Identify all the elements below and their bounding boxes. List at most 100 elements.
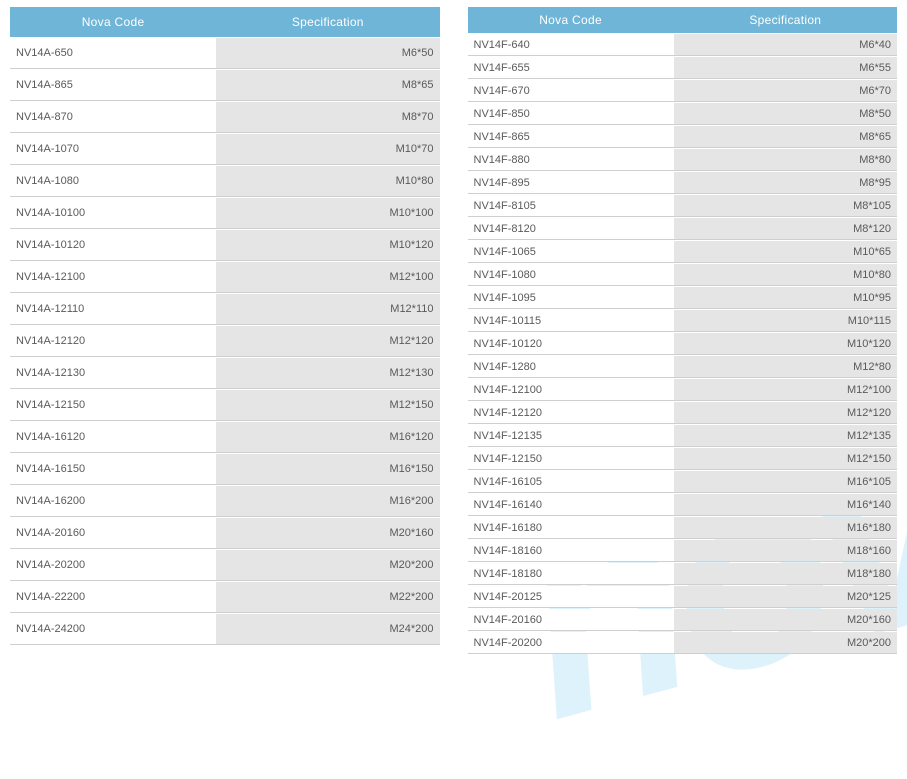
nova-code-cell: NV14F-12100	[468, 379, 674, 401]
specification-cell: M10*65	[674, 241, 897, 263]
nova-code-cell: NV14A-870	[10, 102, 216, 133]
nova-code-cell: NV14F-10115	[468, 310, 674, 332]
table-row: NV14A-12100M12*100	[10, 262, 440, 293]
specification-cell: M8*105	[674, 195, 897, 217]
nova-code-cell: NV14F-16140	[468, 494, 674, 516]
table-row: NV14F-12135M12*135	[468, 425, 898, 447]
nova-code-cell: NV14A-12150	[10, 390, 216, 421]
specification-cell: M12*100	[674, 379, 897, 401]
table-row: NV14F-12120M12*120	[468, 402, 898, 424]
specification-cell: M8*50	[674, 103, 897, 125]
table-row: NV14A-870M8*70	[10, 102, 440, 133]
table-row: NV14F-20125M20*125	[468, 586, 898, 608]
specification-cell: M16*150	[216, 454, 439, 485]
specification-cell: M10*120	[216, 230, 439, 261]
nova-code-cell: NV14A-20200	[10, 550, 216, 581]
specification-cell: M12*110	[216, 294, 439, 325]
specification-cell: M20*160	[674, 609, 897, 631]
table-row: NV14A-16200M16*200	[10, 486, 440, 517]
specification-cell: M8*80	[674, 149, 897, 171]
right-col-spec-header: Specification	[674, 7, 897, 33]
table-row: NV14F-1080M10*80	[468, 264, 898, 286]
nova-code-cell: NV14A-650	[10, 38, 216, 69]
table-row: NV14F-8120M8*120	[468, 218, 898, 240]
nova-code-cell: NV14F-8105	[468, 195, 674, 217]
table-row: NV14A-1070M10*70	[10, 134, 440, 165]
table-row: NV14F-18180M18*180	[468, 563, 898, 585]
nova-code-cell: NV14F-895	[468, 172, 674, 194]
specification-cell: M8*120	[674, 218, 897, 240]
specification-cell: M24*200	[216, 614, 439, 645]
nova-code-cell: NV14F-18160	[468, 540, 674, 562]
table-row: NV14F-1095M10*95	[468, 287, 898, 309]
specification-cell: M20*125	[674, 586, 897, 608]
table-row: NV14F-18160M18*160	[468, 540, 898, 562]
left-table-wrap: Nova Code Specification NV14A-650M6*50NV…	[10, 6, 440, 655]
table-row: NV14A-16120M16*120	[10, 422, 440, 453]
table-row: NV14A-1080M10*80	[10, 166, 440, 197]
specification-cell: M16*140	[674, 494, 897, 516]
nova-code-cell: NV14A-24200	[10, 614, 216, 645]
nova-code-cell: NV14F-1280	[468, 356, 674, 378]
table-row: NV14F-640M6*40	[468, 34, 898, 56]
left-spec-table: Nova Code Specification NV14A-650M6*50NV…	[10, 6, 440, 646]
nova-code-cell: NV14A-10120	[10, 230, 216, 261]
right-col-code-header: Nova Code	[468, 7, 674, 33]
nova-code-cell: NV14F-16105	[468, 471, 674, 493]
nova-code-cell: NV14F-1095	[468, 287, 674, 309]
nova-code-cell: NV14F-850	[468, 103, 674, 125]
specification-cell: M8*70	[216, 102, 439, 133]
table-row: NV14F-12150M12*150	[468, 448, 898, 470]
nova-code-cell: NV14F-880	[468, 149, 674, 171]
table-row: NV14F-655M6*55	[468, 57, 898, 79]
table-row: NV14F-8105M8*105	[468, 195, 898, 217]
nova-code-cell: NV14F-10120	[468, 333, 674, 355]
nova-code-cell: NV14A-1080	[10, 166, 216, 197]
nova-code-cell: NV14F-670	[468, 80, 674, 102]
specification-cell: M18*180	[674, 563, 897, 585]
nova-code-cell: NV14F-8120	[468, 218, 674, 240]
table-row: NV14F-880M8*80	[468, 149, 898, 171]
table-row: NV14F-1065M10*65	[468, 241, 898, 263]
table-row: NV14F-10120M10*120	[468, 333, 898, 355]
specification-cell: M16*180	[674, 517, 897, 539]
specification-cell: M8*65	[674, 126, 897, 148]
specification-cell: M16*200	[216, 486, 439, 517]
nova-code-cell: NV14A-16150	[10, 454, 216, 485]
nova-code-cell: NV14A-12110	[10, 294, 216, 325]
nova-code-cell: NV14F-640	[468, 34, 674, 56]
nova-code-cell: NV14F-12150	[468, 448, 674, 470]
specification-cell: M12*120	[674, 402, 897, 424]
nova-code-cell: NV14F-12120	[468, 402, 674, 424]
specification-cell: M20*200	[216, 550, 439, 581]
nova-code-cell: NV14A-20160	[10, 518, 216, 549]
specification-cell: M16*120	[216, 422, 439, 453]
table-row: NV14A-865M8*65	[10, 70, 440, 101]
table-row: NV14F-670M6*70	[468, 80, 898, 102]
nova-code-cell: NV14F-20160	[468, 609, 674, 631]
table-row: NV14F-895M8*95	[468, 172, 898, 194]
specification-cell: M16*105	[674, 471, 897, 493]
table-row: NV14A-650M6*50	[10, 38, 440, 69]
specification-cell: M10*80	[674, 264, 897, 286]
nova-code-cell: NV14F-12135	[468, 425, 674, 447]
table-row: NV14A-12130M12*130	[10, 358, 440, 389]
nova-code-cell: NV14F-655	[468, 57, 674, 79]
table-row: NV14F-16140M16*140	[468, 494, 898, 516]
nova-code-cell: NV14F-1080	[468, 264, 674, 286]
table-row: NV14A-20200M20*200	[10, 550, 440, 581]
specification-cell: M12*135	[674, 425, 897, 447]
nova-code-cell: NV14A-16200	[10, 486, 216, 517]
specification-cell: M8*95	[674, 172, 897, 194]
specification-cell: M10*70	[216, 134, 439, 165]
table-row: NV14F-20160M20*160	[468, 609, 898, 631]
table-row: NV14A-10100M10*100	[10, 198, 440, 229]
specification-cell: M12*100	[216, 262, 439, 293]
specification-cell: M12*150	[216, 390, 439, 421]
specification-cell: M12*80	[674, 356, 897, 378]
specification-cell: M10*115	[674, 310, 897, 332]
table-row: NV14F-12100M12*100	[468, 379, 898, 401]
right-table-wrap: Nova Code Specification NV14F-640M6*40NV…	[468, 6, 898, 655]
nova-code-cell: NV14A-22200	[10, 582, 216, 613]
left-col-code-header: Nova Code	[10, 7, 216, 37]
